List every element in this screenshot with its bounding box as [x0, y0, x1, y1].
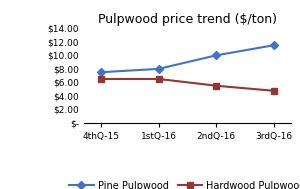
Legend: Pine Pulpwood, Hardwood Pulpwood: Pine Pulpwood, Hardwood Pulpwood	[65, 177, 300, 189]
Pine Pulpwood	[157, 68, 160, 70]
Hardwood Pulpwood	[100, 78, 103, 80]
Hardwood Pulpwood	[214, 85, 218, 87]
Title: Pulpwood price trend ($/ton): Pulpwood price trend ($/ton)	[98, 13, 277, 26]
Pine Pulpwood	[100, 71, 103, 73]
Line: Hardwood Pulpwood: Hardwood Pulpwood	[98, 76, 277, 94]
Pine Pulpwood	[214, 54, 218, 57]
Pine Pulpwood	[272, 44, 276, 46]
Line: Pine Pulpwood: Pine Pulpwood	[98, 43, 277, 75]
Hardwood Pulpwood	[272, 90, 276, 92]
Hardwood Pulpwood	[157, 78, 160, 80]
